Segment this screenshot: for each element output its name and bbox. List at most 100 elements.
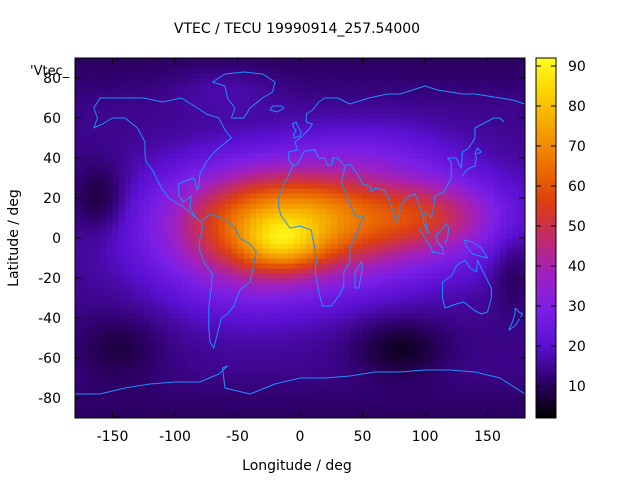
heatmap-cell xyxy=(381,173,389,179)
heatmap-cell xyxy=(350,168,357,174)
heatmap-cell xyxy=(231,193,239,199)
heatmap-cell xyxy=(381,288,389,294)
heatmap-cell xyxy=(118,338,126,344)
heatmap-cell xyxy=(481,393,489,399)
heatmap-cell xyxy=(256,388,264,394)
heatmap-cell xyxy=(268,348,276,354)
heatmap-cell xyxy=(375,268,382,274)
heatmap-cell xyxy=(493,313,501,319)
heatmap-cell xyxy=(468,258,476,264)
heatmap-cell xyxy=(206,228,214,234)
heatmap-cell xyxy=(168,338,176,344)
heatmap-cell xyxy=(87,238,95,244)
heatmap-cell xyxy=(425,333,432,339)
heatmap-cell xyxy=(412,288,420,294)
heatmap-cell xyxy=(243,163,251,169)
heatmap-cell xyxy=(368,373,376,379)
heatmap-cell xyxy=(331,138,339,144)
heatmap-cell xyxy=(431,243,439,249)
heatmap-cell xyxy=(175,378,182,384)
heatmap-cell xyxy=(100,193,107,199)
heatmap-cell xyxy=(487,238,495,244)
heatmap-cell xyxy=(175,178,182,184)
heatmap-cell xyxy=(256,218,264,224)
heatmap-cell xyxy=(318,213,326,219)
heatmap-cell xyxy=(506,133,514,139)
heatmap-cell xyxy=(275,88,282,94)
heatmap-cell xyxy=(293,358,301,364)
heatmap-cell xyxy=(268,353,276,359)
heatmap-cell xyxy=(475,378,482,384)
heatmap-cell xyxy=(87,318,95,324)
heatmap-cell xyxy=(500,308,507,314)
heatmap-cell xyxy=(87,243,95,249)
heatmap-cell xyxy=(93,348,101,354)
heatmap-cell xyxy=(425,373,432,379)
heatmap-cell xyxy=(325,318,332,324)
heatmap-cell xyxy=(187,403,195,409)
heatmap-cell xyxy=(193,128,201,134)
heatmap-cell xyxy=(381,308,389,314)
heatmap-cell xyxy=(406,273,414,279)
heatmap-cell xyxy=(281,228,289,234)
heatmap-cell xyxy=(387,143,395,149)
heatmap-cell xyxy=(231,178,239,184)
heatmap-cell xyxy=(100,188,107,194)
heatmap-cell xyxy=(450,358,457,364)
heatmap-cell xyxy=(275,233,282,239)
heatmap-cell xyxy=(481,358,489,364)
heatmap-cell xyxy=(456,393,464,399)
heatmap-cell xyxy=(193,413,201,418)
heatmap-cell xyxy=(81,398,89,404)
heatmap-cell xyxy=(300,218,307,224)
heatmap-cell xyxy=(381,323,389,329)
heatmap-cell xyxy=(418,173,426,179)
heatmap-cell xyxy=(237,308,245,314)
heatmap-cell xyxy=(137,233,145,239)
heatmap-cell xyxy=(375,363,382,369)
heatmap-cell xyxy=(100,218,107,224)
heatmap-cell xyxy=(337,368,345,374)
heatmap-cell xyxy=(425,73,432,79)
heatmap-cell xyxy=(412,103,420,109)
heatmap-cell xyxy=(106,373,114,379)
heatmap-cell xyxy=(106,253,114,259)
heatmap-cell xyxy=(437,143,445,149)
heatmap-cell xyxy=(206,158,214,164)
heatmap-cell xyxy=(293,178,301,184)
heatmap-cell xyxy=(212,363,220,369)
heatmap-cell xyxy=(162,133,170,139)
heatmap-cell xyxy=(506,88,514,94)
heatmap-cell xyxy=(387,213,395,219)
heatmap-cell xyxy=(443,313,451,319)
heatmap-cell xyxy=(175,318,182,324)
heatmap-cell xyxy=(131,403,139,409)
heatmap-cell xyxy=(325,103,332,109)
heatmap-cell xyxy=(368,103,376,109)
heatmap-cell xyxy=(262,268,270,274)
heatmap-cell xyxy=(462,158,470,164)
heatmap-cell xyxy=(243,218,251,224)
heatmap-cell xyxy=(487,208,495,214)
heatmap-cell xyxy=(475,368,482,374)
heatmap-cell xyxy=(125,168,132,174)
heatmap-cell xyxy=(250,118,257,124)
heatmap-cell xyxy=(250,273,257,279)
heatmap-cell xyxy=(337,348,345,354)
heatmap-cell xyxy=(162,93,170,99)
heatmap-cell xyxy=(175,223,182,229)
heatmap-cell xyxy=(250,358,257,364)
heatmap-cell xyxy=(475,88,482,94)
heatmap-cell xyxy=(225,358,232,364)
heatmap-cell xyxy=(468,278,476,284)
heatmap-cell xyxy=(237,113,245,119)
heatmap-cell xyxy=(262,218,270,224)
heatmap-cell xyxy=(337,178,345,184)
heatmap-cell xyxy=(425,93,432,99)
heatmap-cell xyxy=(325,338,332,344)
heatmap-cell xyxy=(87,403,95,409)
heatmap-cell xyxy=(150,378,157,384)
heatmap-cell xyxy=(468,143,476,149)
heatmap-cell xyxy=(331,183,339,189)
